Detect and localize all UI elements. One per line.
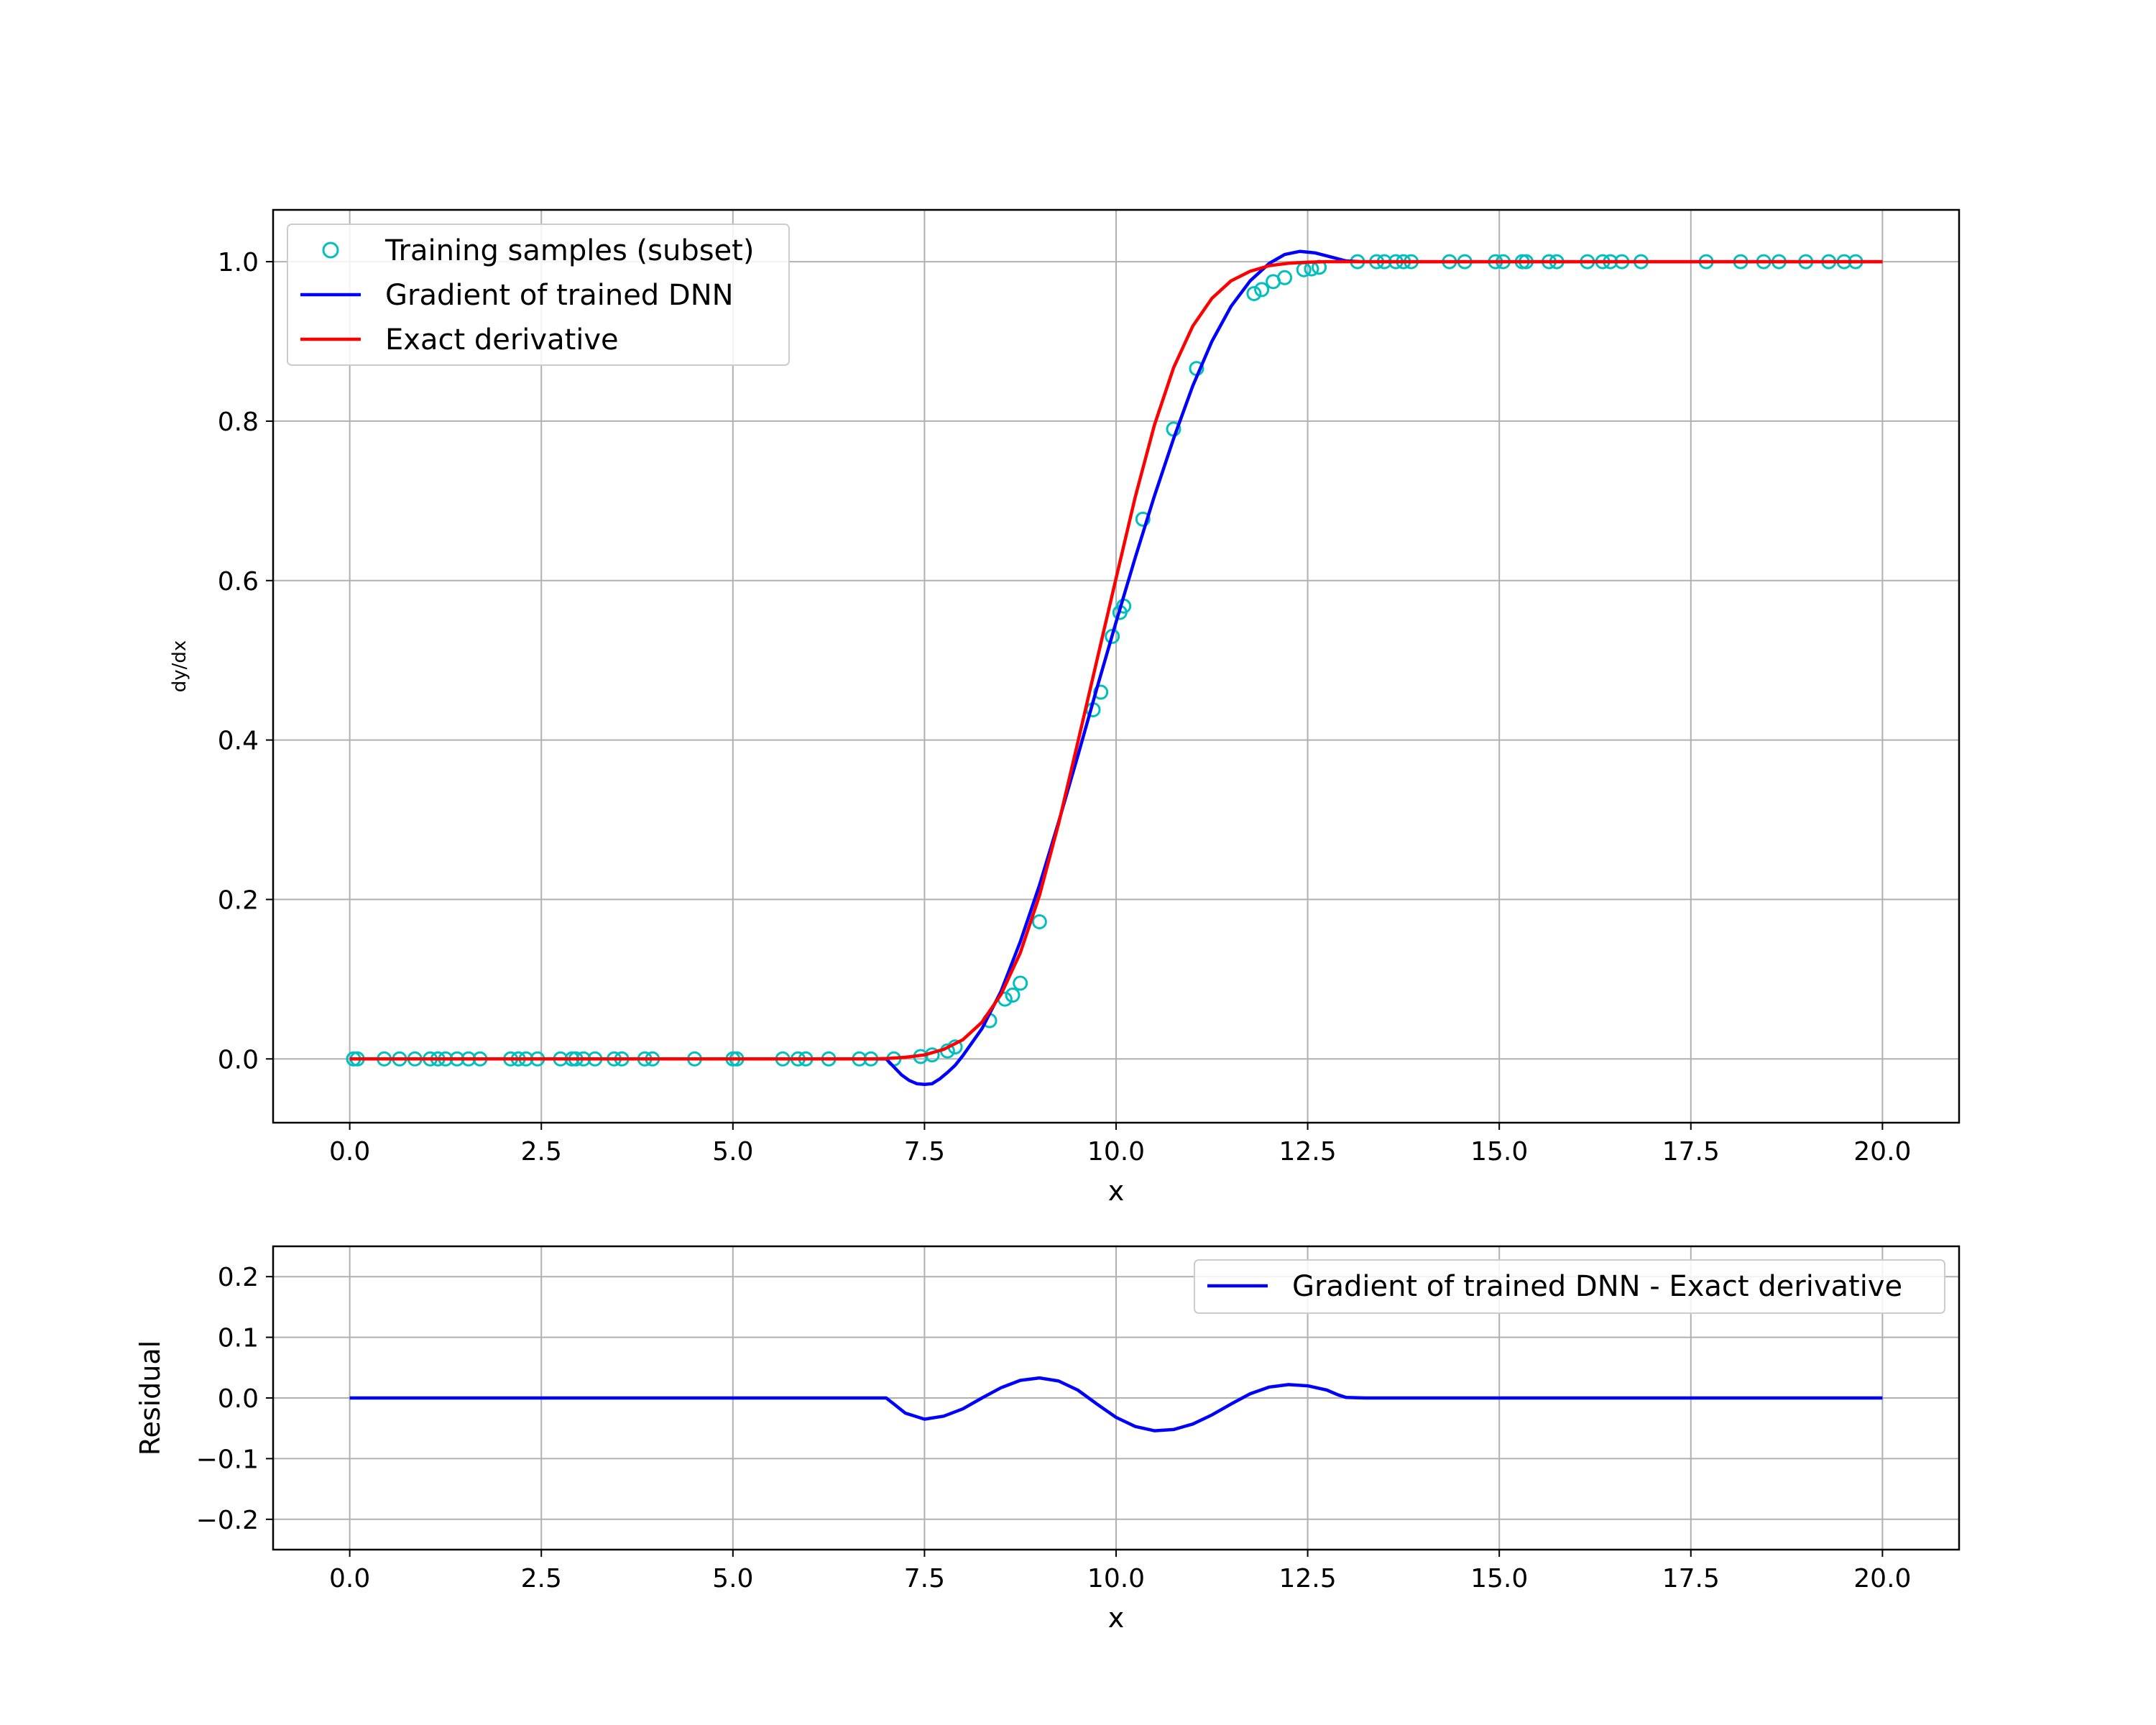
y-tick-label: 0.1 [218, 1324, 259, 1353]
y-tick-label: 1.0 [218, 248, 259, 277]
x-tick-label: 15.0 [1470, 1137, 1528, 1167]
legend-box [1194, 1259, 1945, 1314]
y-tick-label: −0.1 [196, 1445, 259, 1474]
x-tick-label: 10.0 [1087, 1564, 1145, 1593]
x-tick-label: 7.5 [904, 1137, 945, 1167]
y-tick-label: 0.6 [218, 567, 259, 597]
y-tick-label: 0.0 [218, 1045, 259, 1075]
x-tick-label: 5.0 [712, 1137, 753, 1167]
y-tick-label: 0.2 [218, 1263, 259, 1292]
data-point [1031, 914, 1047, 929]
x-tick-label: 20.0 [1853, 1564, 1911, 1593]
y-tick-label: 0.4 [218, 727, 259, 756]
residual-line [349, 1376, 1883, 1432]
x-tick-label: 17.5 [1662, 1564, 1720, 1593]
x-tick-label: 10.0 [1087, 1137, 1145, 1167]
legend-box [287, 224, 790, 366]
plot-frame [272, 1245, 1961, 1551]
legend-marker-circle [322, 242, 339, 259]
x-tick-label: 17.5 [1662, 1137, 1720, 1167]
x-tick-label: 7.5 [904, 1564, 945, 1593]
bottom-panel-residual: 0.0 2.5 5.0 7.5 10.0 12.5 15.0 17.5 20.0 −0.2 −0.1… [196, 1245, 1961, 1593]
data-point [1135, 511, 1151, 527]
x-tick-label: 0.0 [329, 1564, 370, 1593]
legend-label-training-samples: Training samples (subset) [384, 234, 754, 267]
dnn-gradient-line [349, 249, 1883, 1087]
top-y-axis-label: dy/dx [169, 640, 190, 693]
data-point [1246, 285, 1262, 301]
x-tick-label: 12.5 [1279, 1564, 1337, 1593]
bottom-y-axis-label: Residual [134, 1340, 166, 1455]
plot-frame [272, 208, 1961, 1124]
x-tick-label: 5.0 [712, 1564, 753, 1593]
legend-label-residual: Gradient of trained DNN - Exact derivati… [1292, 1270, 1902, 1303]
x-tick-label: 20.0 [1853, 1137, 1911, 1167]
x-tick-label: 2.5 [521, 1137, 562, 1167]
legend-label-exact-derivative: Exact derivative [385, 323, 619, 356]
x-tick-label: 2.5 [521, 1564, 562, 1593]
y-tick-label: 0.8 [218, 408, 259, 437]
y-tick-label: −0.2 [196, 1506, 259, 1535]
data-point [1254, 282, 1270, 298]
y-tick-label: 0.0 [218, 1384, 259, 1414]
top-panel-derivative: 0.0 2.5 5.0 7.5 10.0 12.5 15.0 17.5 20.0 0.0 0.2 0.… [218, 208, 1961, 1167]
bottom-x-axis-label: x [1108, 1602, 1125, 1634]
data-point [1005, 988, 1021, 1003]
x-tick-label: 15.0 [1470, 1564, 1528, 1593]
y-tick-label: 0.2 [218, 886, 259, 915]
x-tick-label: 0.0 [329, 1137, 370, 1167]
data-point [1277, 270, 1293, 285]
exact-derivative-line [349, 259, 1883, 1061]
x-tick-label: 12.5 [1279, 1137, 1337, 1167]
legend-label-dnn-gradient: Gradient of trained DNN [385, 279, 734, 312]
top-x-axis-label: x [1108, 1175, 1125, 1207]
data-point [1013, 975, 1028, 991]
